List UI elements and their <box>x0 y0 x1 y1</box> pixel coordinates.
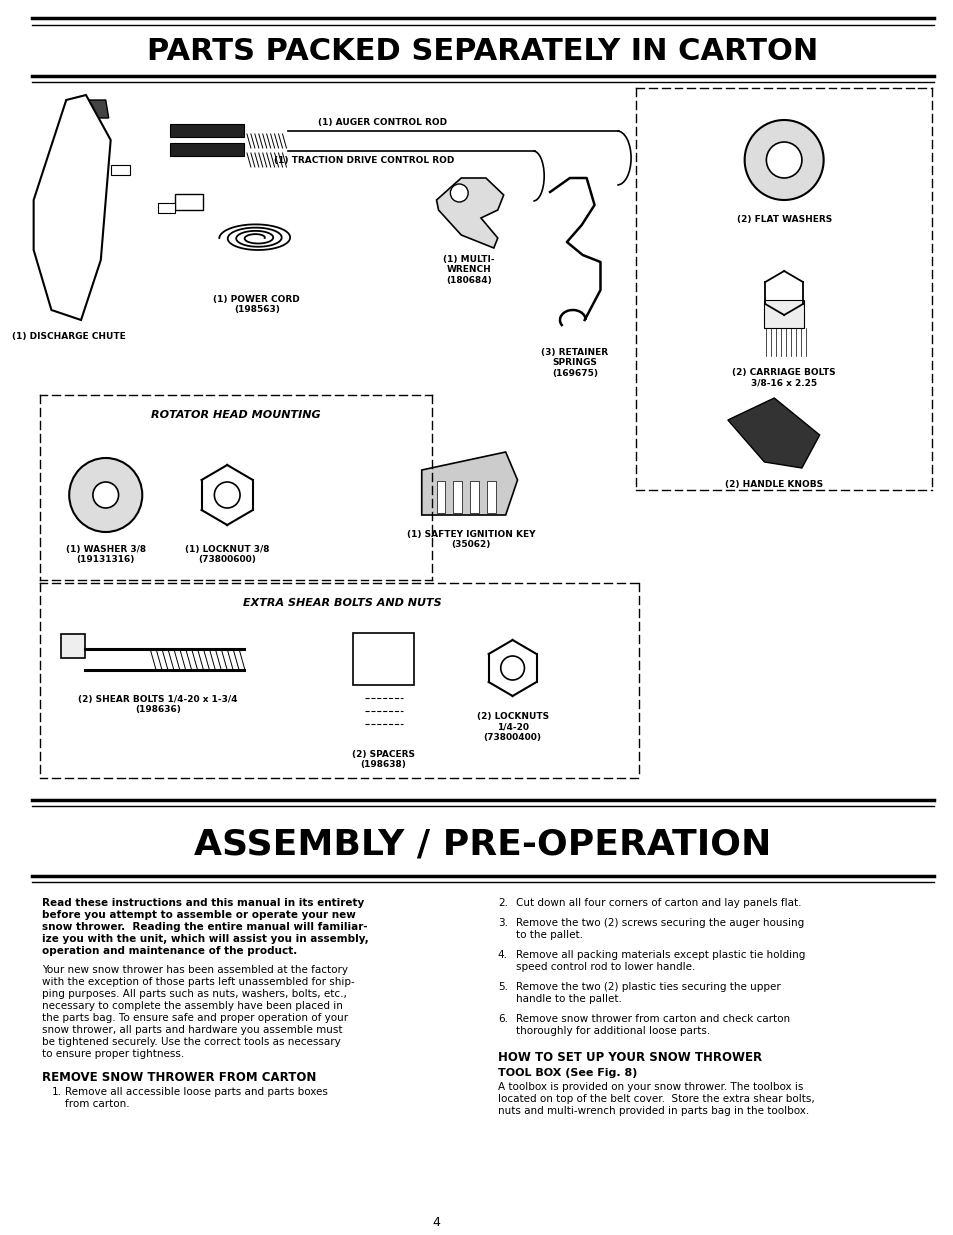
Circle shape <box>70 458 142 532</box>
Text: Remove the two (2) screws securing the auger housing: Remove the two (2) screws securing the a… <box>515 918 803 927</box>
Text: speed control rod to lower handle.: speed control rod to lower handle. <box>515 962 694 972</box>
Text: to ensure proper tightness.: to ensure proper tightness. <box>42 1049 184 1058</box>
Text: Your new snow thrower has been assembled at the factory: Your new snow thrower has been assembled… <box>42 965 347 974</box>
Bar <box>111 165 131 175</box>
Text: (1) SAFTEY IGNITION KEY
(35062): (1) SAFTEY IGNITION KEY (35062) <box>406 530 535 550</box>
Text: Cut down all four corners of carton and lay panels flat.: Cut down all four corners of carton and … <box>515 898 801 908</box>
Polygon shape <box>66 100 109 119</box>
Bar <box>763 300 803 329</box>
Text: handle to the pallet.: handle to the pallet. <box>515 994 620 1004</box>
Bar <box>174 194 202 210</box>
Text: from carton.: from carton. <box>65 1099 130 1109</box>
Text: located on top of the belt cover.  Store the extra shear bolts,: located on top of the belt cover. Store … <box>497 1094 814 1104</box>
Text: 2.: 2. <box>497 898 507 908</box>
Text: (3) RETAINER
SPRINGS
(169675): (3) RETAINER SPRINGS (169675) <box>540 348 608 378</box>
Text: necessary to complete the assembly have been placed in: necessary to complete the assembly have … <box>42 1002 342 1011</box>
Text: Read these instructions and this manual in its entirety: Read these instructions and this manual … <box>42 898 363 908</box>
Text: Remove snow thrower from carton and check carton: Remove snow thrower from carton and chec… <box>515 1014 789 1024</box>
Text: ize you with the unit, which will assist you in assembly,: ize you with the unit, which will assist… <box>42 934 368 944</box>
Text: REMOVE SNOW THROWER FROM CARTON: REMOVE SNOW THROWER FROM CARTON <box>42 1071 315 1084</box>
Text: (1) TRACTION DRIVE CONTROL ROD: (1) TRACTION DRIVE CONTROL ROD <box>274 157 454 165</box>
Text: 4: 4 <box>432 1215 440 1229</box>
Circle shape <box>744 120 822 200</box>
Polygon shape <box>33 95 111 320</box>
Text: ping purposes. All parts such as nuts, washers, bolts, etc.,: ping purposes. All parts such as nuts, w… <box>42 989 346 999</box>
Bar <box>470 480 478 513</box>
Circle shape <box>450 184 468 203</box>
Text: Remove the two (2) plastic ties securing the upper: Remove the two (2) plastic ties securing… <box>515 982 780 992</box>
Text: EXTRA SHEAR BOLTS AND NUTS: EXTRA SHEAR BOLTS AND NUTS <box>243 598 441 608</box>
Text: ROTATOR HEAD MOUNTING: ROTATOR HEAD MOUNTING <box>152 410 320 420</box>
Bar <box>170 124 244 137</box>
Text: 4.: 4. <box>497 950 507 960</box>
Circle shape <box>765 142 801 178</box>
Text: (1) MULTI-
WRENCH
(180684): (1) MULTI- WRENCH (180684) <box>443 254 495 285</box>
Text: (2) LOCKNUTS
1/4-20
(73800400): (2) LOCKNUTS 1/4-20 (73800400) <box>476 713 548 742</box>
Text: (2) FLAT WASHERS: (2) FLAT WASHERS <box>736 215 831 224</box>
Text: with the exception of those parts left unassembled for ship-: with the exception of those parts left u… <box>42 977 354 987</box>
Text: (1) AUGER CONTROL ROD: (1) AUGER CONTROL ROD <box>317 117 447 126</box>
Text: (2) SPACERS
(198638): (2) SPACERS (198638) <box>352 750 415 769</box>
Text: (1) LOCKNUT 3/8
(73800600): (1) LOCKNUT 3/8 (73800600) <box>185 545 269 564</box>
Bar <box>170 143 244 156</box>
Text: (1) POWER CORD
(198563): (1) POWER CORD (198563) <box>213 295 300 315</box>
Text: (2) HANDLE KNOBS: (2) HANDLE KNOBS <box>724 480 822 489</box>
Text: A toolbox is provided on your snow thrower. The toolbox is: A toolbox is provided on your snow throw… <box>497 1082 802 1092</box>
Text: 1.: 1. <box>51 1087 61 1097</box>
Text: HOW TO SET UP YOUR SNOW THROWER: HOW TO SET UP YOUR SNOW THROWER <box>497 1051 761 1065</box>
Text: nuts and multi-wrench provided in parts bag in the toolbox.: nuts and multi-wrench provided in parts … <box>497 1107 808 1116</box>
Bar <box>453 480 462 513</box>
Text: Remove all accessible loose parts and parts boxes: Remove all accessible loose parts and pa… <box>65 1087 328 1097</box>
Text: (1) DISCHARGE CHUTE: (1) DISCHARGE CHUTE <box>12 332 126 341</box>
Circle shape <box>500 656 524 680</box>
Polygon shape <box>436 178 503 248</box>
Text: the parts bag. To ensure safe and proper operation of your: the parts bag. To ensure safe and proper… <box>42 1013 347 1023</box>
Text: operation and maintenance of the product.: operation and maintenance of the product… <box>42 946 296 956</box>
Circle shape <box>214 482 240 508</box>
Text: TOOL BOX (See Fig. 8): TOOL BOX (See Fig. 8) <box>497 1068 637 1078</box>
Text: snow thrower.  Reading the entire manual will familiar-: snow thrower. Reading the entire manual … <box>42 923 367 932</box>
Text: Remove all packing materials except plastic tie holding: Remove all packing materials except plas… <box>515 950 804 960</box>
Text: (1) WASHER 3/8
(19131316): (1) WASHER 3/8 (19131316) <box>66 545 146 564</box>
Text: 5.: 5. <box>497 982 507 992</box>
Text: thoroughly for additional loose parts.: thoroughly for additional loose parts. <box>515 1026 709 1036</box>
Text: 3.: 3. <box>497 918 507 927</box>
Circle shape <box>92 482 118 508</box>
Text: before you attempt to assemble or operate your new: before you attempt to assemble or operat… <box>42 910 355 920</box>
Bar <box>158 203 174 212</box>
Bar <box>61 634 85 658</box>
Text: to the pallet.: to the pallet. <box>515 930 582 940</box>
Text: ASSEMBLY / PRE-OPERATION: ASSEMBLY / PRE-OPERATION <box>194 827 771 861</box>
Polygon shape <box>727 398 819 468</box>
Bar <box>353 634 414 685</box>
Bar <box>486 480 496 513</box>
Polygon shape <box>421 452 517 515</box>
Bar <box>436 480 445 513</box>
Text: (2) CARRIAGE BOLTS
3/8-16 x 2.25: (2) CARRIAGE BOLTS 3/8-16 x 2.25 <box>732 368 835 388</box>
Text: be tightened securely. Use the correct tools as necessary: be tightened securely. Use the correct t… <box>42 1037 340 1047</box>
Text: snow thrower, all parts and hardware you assemble must: snow thrower, all parts and hardware you… <box>42 1025 342 1035</box>
Text: PARTS PACKED SEPARATELY IN CARTON: PARTS PACKED SEPARATELY IN CARTON <box>147 37 818 67</box>
Text: 6.: 6. <box>497 1014 507 1024</box>
Text: (2) SHEAR BOLTS 1/4-20 x 1-3/4
(198636): (2) SHEAR BOLTS 1/4-20 x 1-3/4 (198636) <box>78 695 237 714</box>
